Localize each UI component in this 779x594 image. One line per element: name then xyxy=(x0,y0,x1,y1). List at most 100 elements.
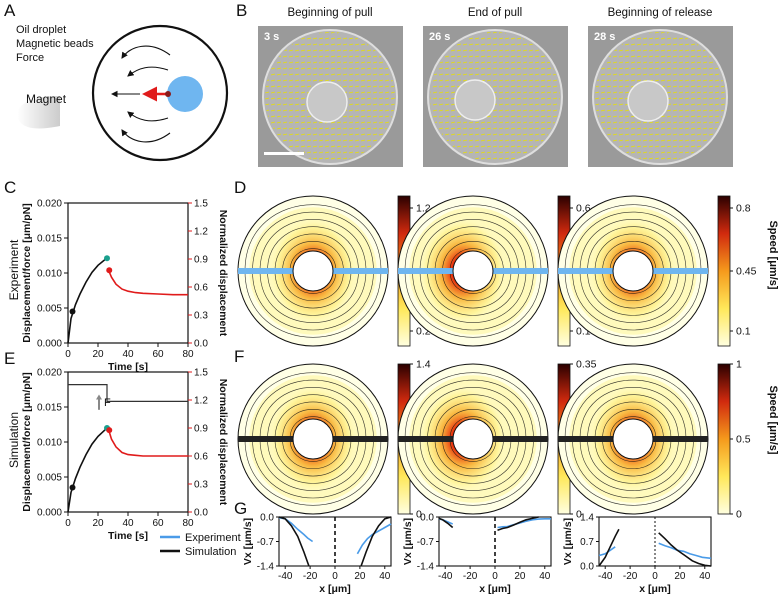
streamline xyxy=(572,211,694,272)
y-tick-label: 0.0 xyxy=(260,513,274,524)
y2-tick-label: 0.0 xyxy=(194,508,208,519)
y2-tick-label: 1.2 xyxy=(194,227,208,238)
x-axis-label: Time [s] xyxy=(108,530,148,542)
colorbar-tick-label: 0.45 xyxy=(736,266,757,278)
y2-tick-label: 0.9 xyxy=(194,424,208,435)
streamline xyxy=(609,248,657,272)
droplet-hole xyxy=(452,250,494,292)
legend-simulation-label: Simulation xyxy=(185,546,236,558)
series-line xyxy=(658,542,712,560)
streamline xyxy=(579,219,687,272)
x-tick-label: 20 xyxy=(92,518,104,529)
flow-field-1: 1.20.70.2 xyxy=(237,195,431,347)
series-line xyxy=(356,523,392,555)
x-axis-label: Time [s] xyxy=(108,361,148,373)
y-tick-label: 0.0 xyxy=(420,513,434,524)
y-tick-label: 0.7 xyxy=(580,537,594,548)
y2-tick-label: 0.9 xyxy=(194,255,208,266)
y-axis-label: Vx [μm/s] xyxy=(562,518,574,565)
streamline xyxy=(427,270,519,316)
x-tick-label: 20 xyxy=(354,571,366,582)
droplet-hole xyxy=(452,418,494,460)
image-26s: 26 s xyxy=(423,26,568,167)
streamline xyxy=(412,270,534,331)
colorbar xyxy=(717,195,731,347)
x-tick-label: -20 xyxy=(463,571,478,582)
series-line xyxy=(107,269,188,296)
streamline xyxy=(449,438,497,462)
y2-tick-label: 1.5 xyxy=(194,368,208,379)
y-tick-label: 0.0 xyxy=(580,562,594,573)
y2-tick-label: 0.6 xyxy=(194,452,208,463)
plot-frame xyxy=(67,202,189,344)
panel-g-charts: 0.0-0.7-1.4-40 -20 0 20 40x [μm]Vx [μm/s] 0.0… xyxy=(242,513,712,594)
x-tick-label: -40 xyxy=(438,571,453,582)
streamline xyxy=(587,438,679,484)
y2-axis-label: Normalized displacement xyxy=(217,210,229,337)
flow-field-2: 0.60.350.1 xyxy=(397,195,597,347)
vx-chart-2: 0.0 -0.7 -1.4-40 -20 0 20 40 x [μm] Vx [μm/s] xyxy=(402,513,552,594)
x-tick-label: 20 xyxy=(674,571,686,582)
streamline xyxy=(572,438,694,499)
y-tick-label: 0.015 xyxy=(37,234,62,245)
streamline xyxy=(427,226,519,272)
y-tick-label: 0.010 xyxy=(37,438,62,449)
x-tick-label: -20 xyxy=(303,571,318,582)
streamline xyxy=(449,416,497,440)
series-line xyxy=(68,384,188,402)
y-tick-label: 0.005 xyxy=(37,304,62,315)
series-line xyxy=(658,532,712,567)
streamline xyxy=(259,387,367,440)
speed-label-d: Speed [μm/s] xyxy=(767,220,779,289)
series-line xyxy=(497,516,539,532)
streamline xyxy=(267,438,359,484)
y2-tick-label: 0.3 xyxy=(194,311,208,322)
image-title-begin-pull: Beginning of pull xyxy=(287,7,372,19)
data-point xyxy=(69,308,76,315)
streamline xyxy=(252,438,374,499)
time-label-26s: 26 s xyxy=(429,31,450,43)
series-line xyxy=(67,427,108,513)
x-tick-label: 0 xyxy=(492,571,498,582)
image-title-end-pull: End of pull xyxy=(468,7,522,19)
panel-label-a: A xyxy=(4,1,16,20)
series-line xyxy=(360,516,392,567)
row-label-simulation: Simulation xyxy=(7,412,21,468)
y-tick-label: -0.7 xyxy=(257,537,275,548)
panel-label-g: G xyxy=(234,499,247,518)
microscopy-images: Beginning of pull End of pull Beginning … xyxy=(258,7,733,167)
x-tick-label: 0 xyxy=(65,349,71,360)
streamline xyxy=(267,226,359,272)
streamline xyxy=(587,226,679,272)
colorbar-tick-label: 0.8 xyxy=(736,203,751,215)
streamline xyxy=(572,379,694,440)
streamline xyxy=(579,387,687,440)
x-axis-label: x [μm] xyxy=(319,583,351,594)
image-28s: 28 s xyxy=(588,26,733,167)
colorbar-tick-label: 0.1 xyxy=(736,326,751,338)
data-point xyxy=(69,484,76,491)
time-label-28s: 28 s xyxy=(594,31,615,43)
series-line xyxy=(278,516,310,567)
y-tick-label: 0.000 xyxy=(37,508,62,519)
panel-label-d: D xyxy=(234,178,246,197)
streamline xyxy=(579,438,687,491)
streamline xyxy=(289,438,337,462)
streamline xyxy=(427,438,519,484)
colorbar-tick-label: 1 xyxy=(736,359,742,371)
x-tick-label: 20 xyxy=(514,571,526,582)
time-label-3s: 3 s xyxy=(264,31,279,43)
y-tick-label: 0.015 xyxy=(37,403,62,414)
streamline xyxy=(609,416,657,440)
flow-field-2: 0.350.170 xyxy=(397,359,597,521)
streamline xyxy=(252,270,374,331)
y-tick-label: 0.020 xyxy=(37,368,62,379)
streamline xyxy=(412,438,534,499)
vx-chart-3: 1.4 0.7 0.0 -40 -20 0 20 40 x [μm] Vx [μm/s] xyxy=(562,513,712,594)
chart-c: 0.000 0.005 0.010 0.015 0.020 0.0 0.3 0.6 0.9 1.2… xyxy=(21,199,229,374)
streamline xyxy=(412,379,534,440)
flow-field-3: 0.8 0.45 0.1 xyxy=(557,195,757,347)
streamline xyxy=(252,379,374,440)
row-label-experiment: Experiment xyxy=(7,239,21,300)
